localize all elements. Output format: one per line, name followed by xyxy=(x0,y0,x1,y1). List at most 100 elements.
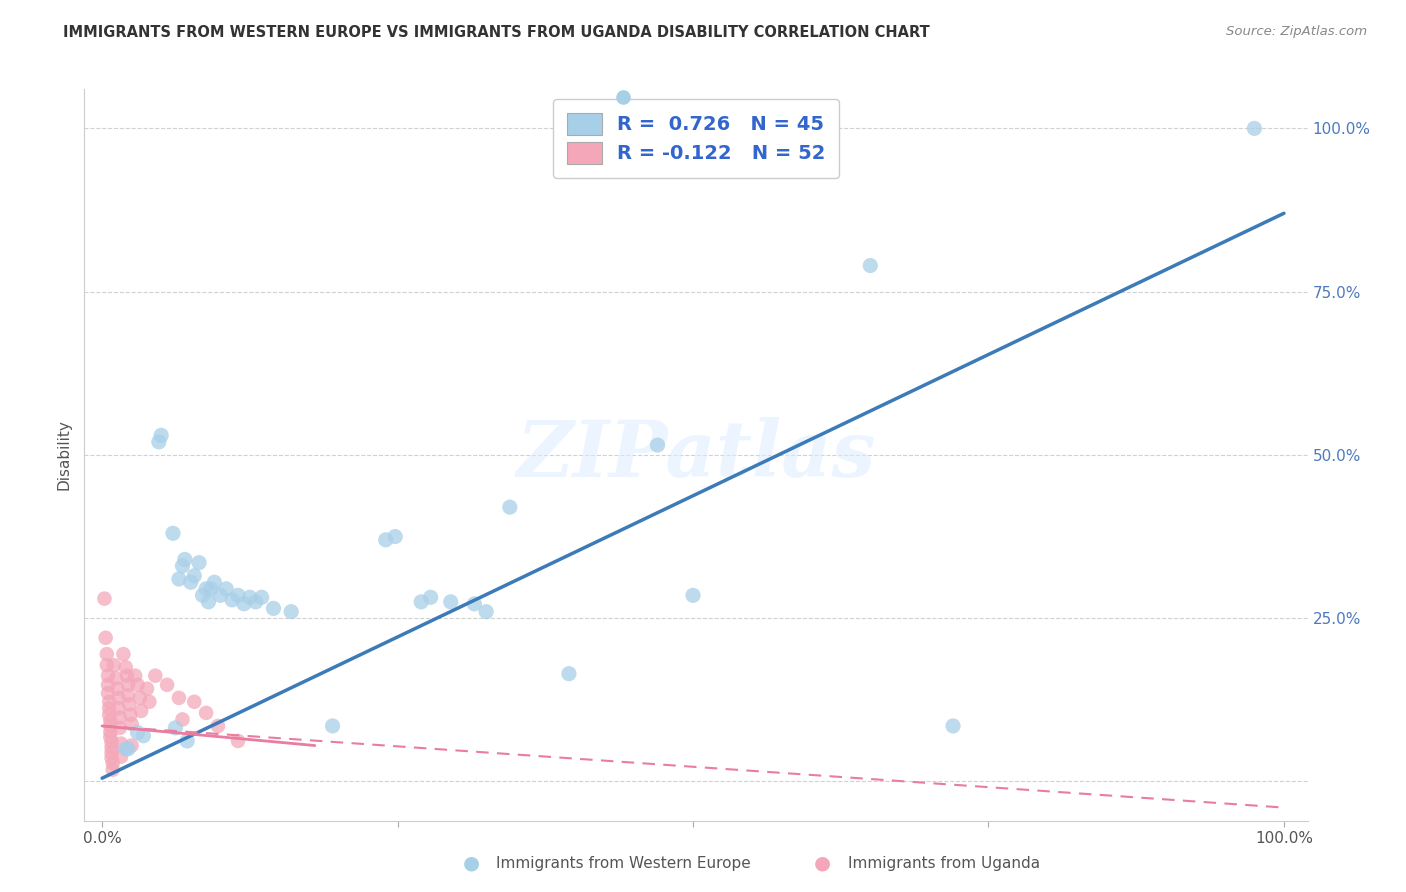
Point xyxy=(112,647,135,661)
Point xyxy=(114,741,136,756)
Legend: R =  0.726   N = 45, R = -0.122   N = 52: R = 0.726 N = 45, R = -0.122 N = 52 xyxy=(553,99,839,178)
Point xyxy=(942,719,965,733)
Point xyxy=(226,588,249,602)
Point xyxy=(107,681,129,696)
Point xyxy=(558,666,581,681)
Point xyxy=(143,668,166,682)
Point xyxy=(245,595,267,609)
Point xyxy=(384,530,406,544)
Point xyxy=(162,526,184,541)
Point xyxy=(93,591,115,606)
Point xyxy=(118,698,141,712)
Point xyxy=(129,704,152,718)
Text: ●: ● xyxy=(814,854,831,873)
Point xyxy=(197,595,219,609)
Point xyxy=(610,128,633,142)
Point xyxy=(105,671,128,685)
Text: Immigrants from Western Europe: Immigrants from Western Europe xyxy=(496,856,751,871)
Point xyxy=(101,763,124,777)
Point xyxy=(98,695,121,709)
Point xyxy=(499,500,522,515)
Point xyxy=(183,695,205,709)
Point xyxy=(98,724,121,739)
Point xyxy=(129,690,152,705)
Point xyxy=(475,605,498,619)
Point xyxy=(411,595,433,609)
Point xyxy=(97,678,120,692)
Point xyxy=(100,735,122,749)
Point xyxy=(98,714,121,728)
Point xyxy=(121,739,143,753)
Point xyxy=(167,572,190,586)
Point xyxy=(239,591,262,605)
Point xyxy=(124,668,146,682)
Point xyxy=(117,688,139,702)
Point xyxy=(115,668,138,682)
Point xyxy=(132,729,155,743)
Point xyxy=(98,730,121,744)
Text: ●: ● xyxy=(463,854,479,873)
Point xyxy=(100,740,122,755)
Point xyxy=(195,706,218,720)
Point xyxy=(97,668,120,682)
Point xyxy=(188,556,211,570)
Point xyxy=(191,588,214,602)
Point xyxy=(120,707,142,722)
Point xyxy=(183,568,205,582)
Text: IMMIGRANTS FROM WESTERN EUROPE VS IMMIGRANTS FROM UGANDA DISABILITY CORRELATION : IMMIGRANTS FROM WESTERN EUROPE VS IMMIGR… xyxy=(63,25,929,40)
Point xyxy=(221,593,243,607)
Point xyxy=(647,438,669,452)
Point xyxy=(96,658,118,673)
Point xyxy=(97,686,120,700)
Y-axis label: Disability: Disability xyxy=(56,419,72,491)
Point xyxy=(682,588,704,602)
Point xyxy=(463,597,485,611)
Point xyxy=(100,751,122,765)
Point xyxy=(156,678,179,692)
Point xyxy=(322,719,344,733)
Point xyxy=(172,713,194,727)
Point xyxy=(107,701,129,715)
Point xyxy=(207,719,229,733)
Point xyxy=(150,428,173,442)
Point xyxy=(195,582,218,596)
Point xyxy=(100,746,122,760)
Point xyxy=(121,717,143,731)
Point xyxy=(165,721,187,735)
Point xyxy=(262,601,284,615)
Point xyxy=(180,575,202,590)
Point xyxy=(215,582,238,596)
Point xyxy=(114,660,136,674)
Point xyxy=(127,678,149,692)
Point xyxy=(98,707,121,722)
Point xyxy=(96,647,118,661)
Point xyxy=(117,741,139,756)
Point xyxy=(94,631,117,645)
Point xyxy=(173,552,195,566)
Point xyxy=(167,690,190,705)
Point xyxy=(232,597,254,611)
Point xyxy=(138,695,160,709)
Point xyxy=(98,701,121,715)
Point xyxy=(209,588,232,602)
Point xyxy=(172,558,194,573)
Point xyxy=(440,595,463,609)
Text: Source: ZipAtlas.com: Source: ZipAtlas.com xyxy=(1226,25,1367,38)
Point xyxy=(1243,121,1265,136)
Point xyxy=(374,533,396,547)
Point xyxy=(136,681,159,696)
Point xyxy=(176,734,198,748)
Point xyxy=(200,582,222,596)
Point xyxy=(110,737,132,751)
Point xyxy=(98,719,121,733)
Point xyxy=(101,756,124,771)
Point xyxy=(226,734,249,748)
Point xyxy=(419,591,441,605)
Point xyxy=(108,710,131,724)
Point xyxy=(148,434,170,449)
Text: ZIPatlas: ZIPatlas xyxy=(516,417,876,493)
Point xyxy=(117,678,139,692)
Text: Immigrants from Uganda: Immigrants from Uganda xyxy=(848,856,1040,871)
Point xyxy=(107,690,129,705)
Point xyxy=(859,259,882,273)
